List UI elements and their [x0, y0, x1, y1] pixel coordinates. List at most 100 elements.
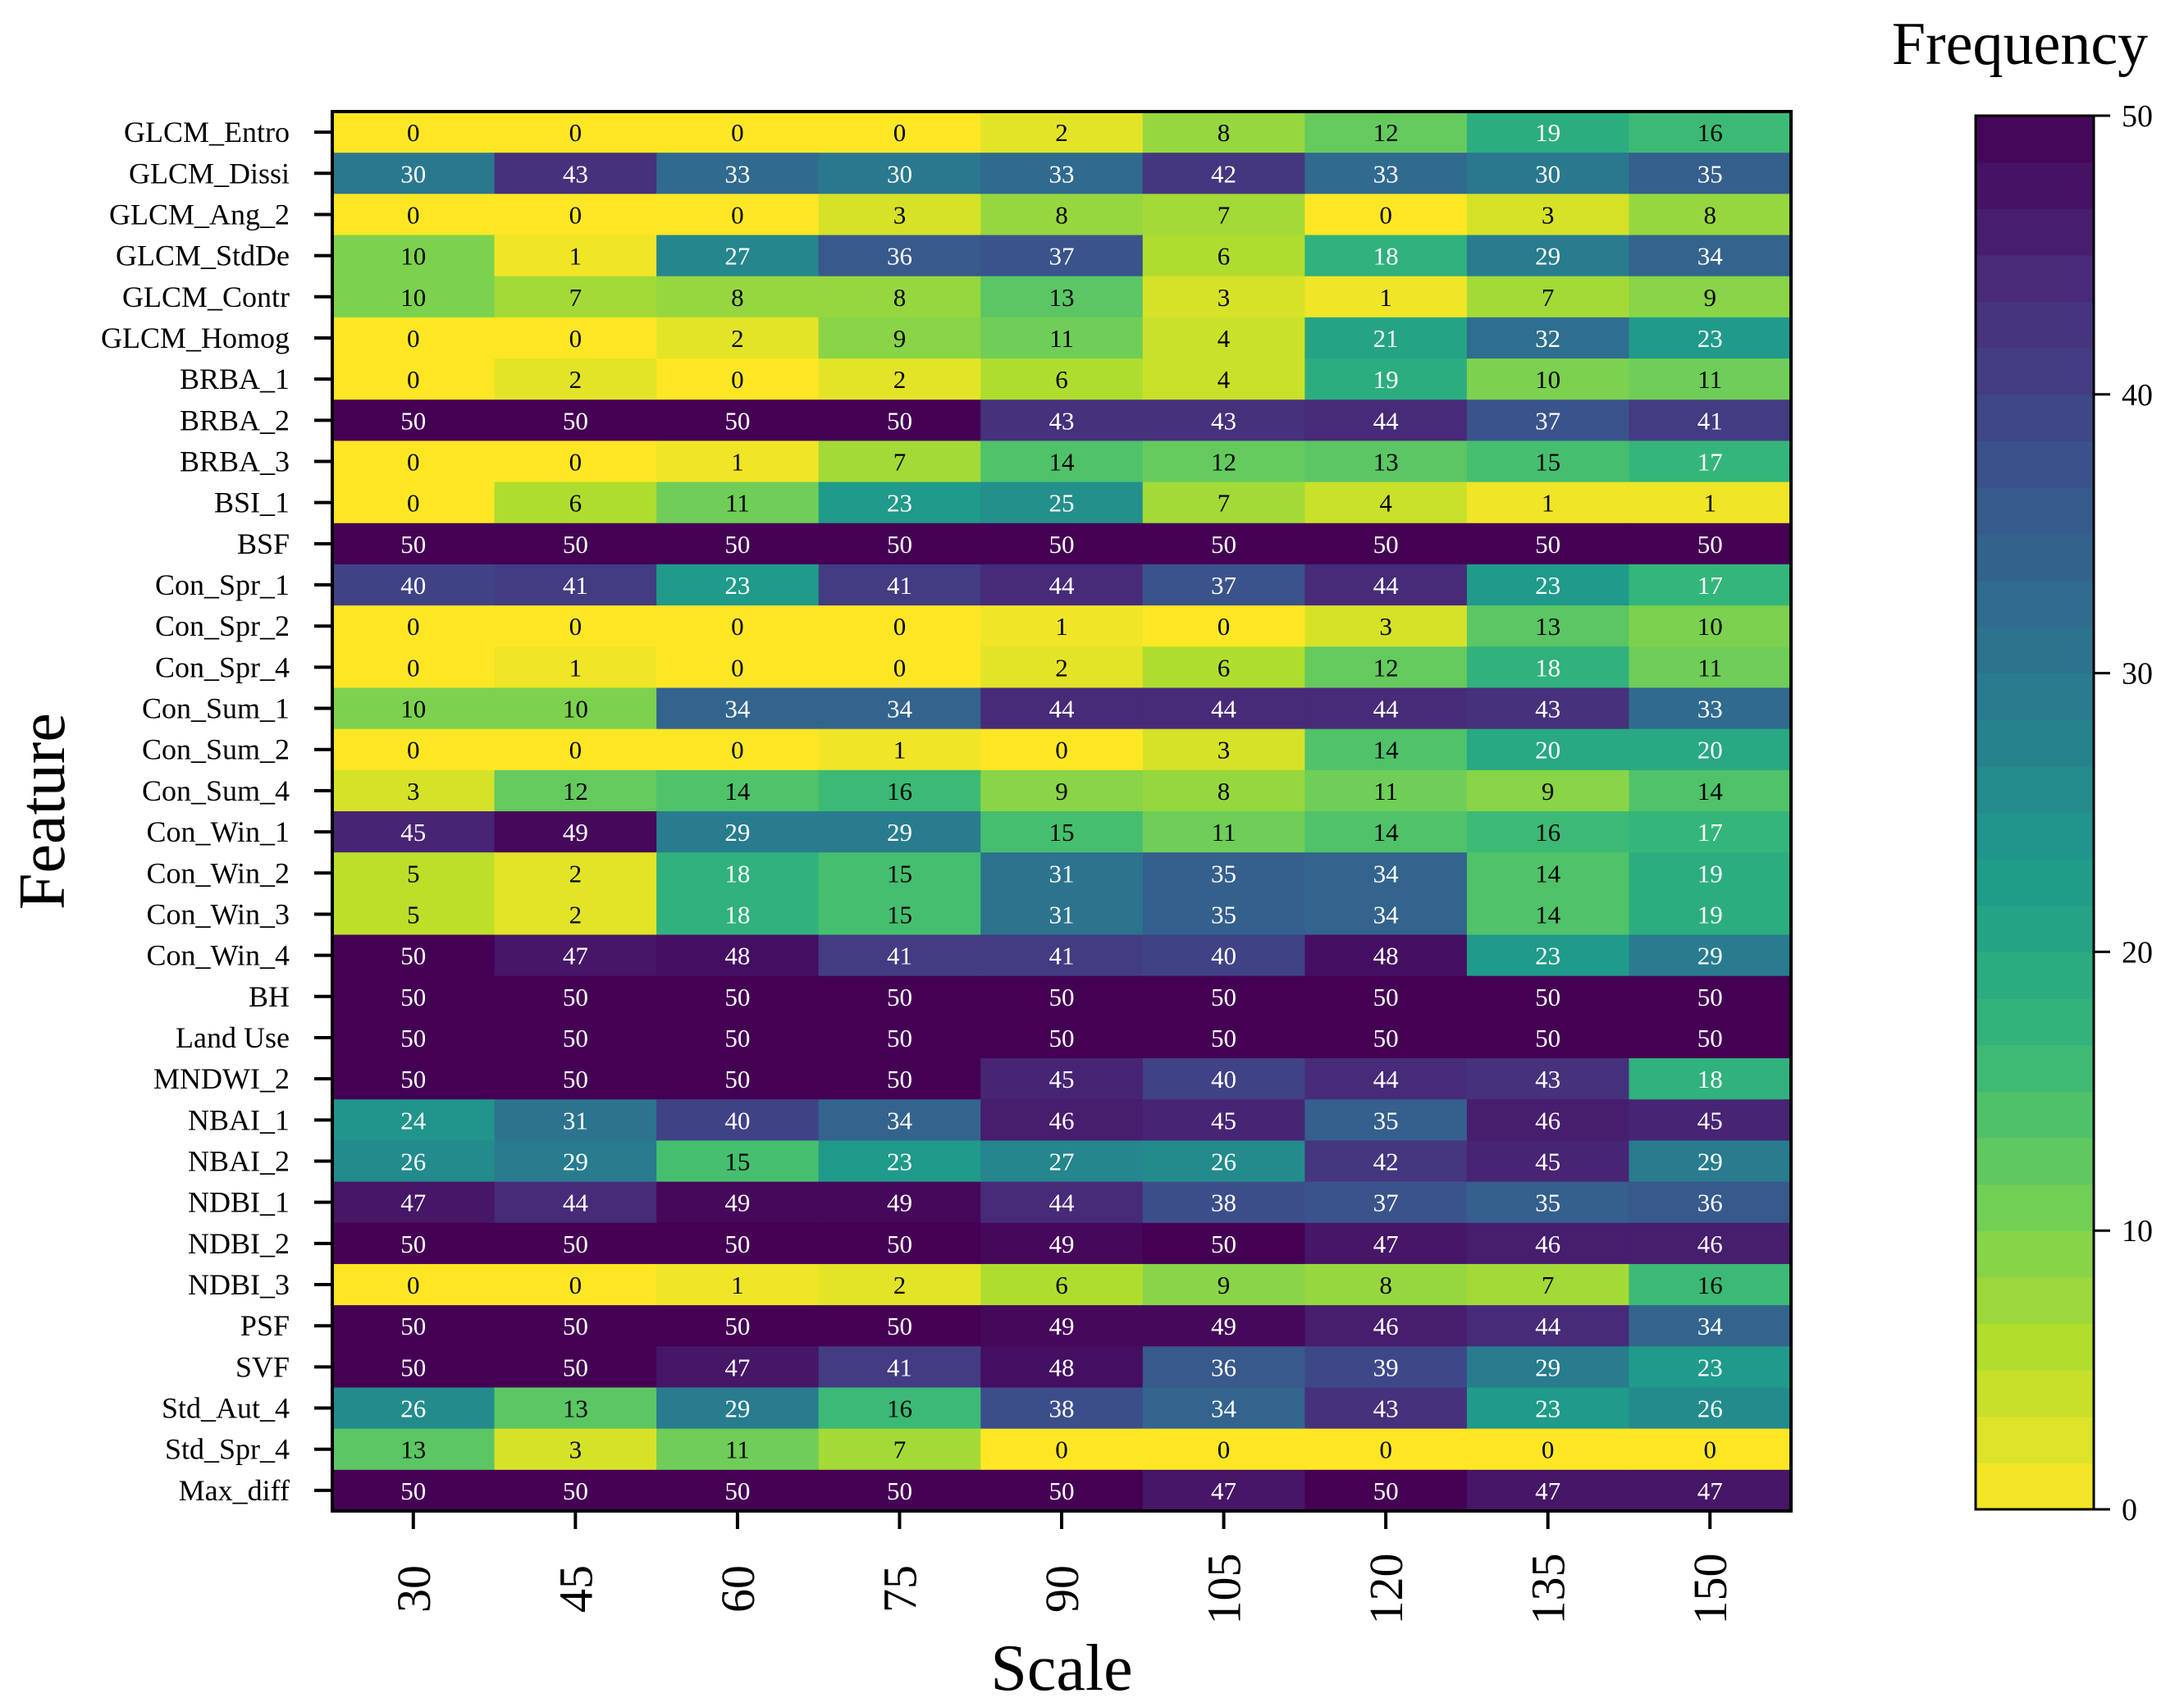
- cell-value-label: 23: [1697, 324, 1723, 353]
- heatmap-cell: [1142, 564, 1305, 606]
- cell-value-label: 0: [569, 612, 583, 641]
- heatmap-cell: [332, 523, 496, 565]
- heatmap-cell: [494, 687, 657, 730]
- heatmap-cell: [1304, 646, 1468, 689]
- colorbar-band: [1976, 440, 2094, 488]
- cell-value-label: 9: [1055, 777, 1068, 806]
- cell-value-label: 50: [1697, 530, 1723, 559]
- heatmap-cell: [818, 1469, 981, 1512]
- cell-value-label: 50: [724, 983, 750, 1011]
- heatmap-cell: [818, 564, 981, 606]
- heatmap-cell: [1466, 1346, 1630, 1389]
- heatmap-cell: [1466, 769, 1630, 812]
- heatmap-cell: [494, 317, 657, 359]
- cell-value-label: 50: [1211, 1024, 1236, 1052]
- heatmap-cell: [818, 1140, 981, 1183]
- cell-value-label: 18: [1535, 653, 1560, 682]
- heatmap-cell: [1304, 440, 1468, 483]
- heatmap-cell: [332, 605, 496, 647]
- heatmap-cell: [818, 399, 981, 442]
- cell-value-label: 6: [1218, 653, 1231, 682]
- cell-value-label: 35: [1535, 1189, 1560, 1217]
- cell-value-label: 3: [1218, 283, 1231, 312]
- heatmap-cell: [1142, 1263, 1305, 1306]
- heatmap-cell: [980, 605, 1144, 647]
- heatmap-cell: [332, 194, 496, 236]
- cell-value-label: 12: [1373, 653, 1399, 682]
- cell-value-label: 34: [724, 695, 751, 723]
- cell-value-label: 49: [724, 1189, 750, 1217]
- cell-value-label: 33: [1049, 159, 1075, 188]
- heatmap-cell: [656, 317, 820, 359]
- colorbar-band: [1976, 859, 2094, 906]
- cell-value-label: 12: [1373, 118, 1399, 147]
- cell-value-label: 23: [724, 571, 750, 600]
- cell-value-label: 1: [1379, 283, 1392, 312]
- heatmap-cell: [1466, 893, 1630, 936]
- cell-value-label: 50: [1535, 530, 1560, 559]
- colorbar-band: [1976, 1230, 2094, 1278]
- cell-value-label: 50: [400, 406, 426, 435]
- heatmap-cell: [1304, 399, 1468, 442]
- colorbar-tick-label: 50: [2122, 99, 2153, 134]
- heatmap-cell: [494, 811, 657, 853]
- heatmap-cell: [1629, 769, 1792, 812]
- heatmap-cell: [332, 1140, 496, 1183]
- heatmap-cell: [1629, 1099, 1792, 1142]
- cell-value-label: 7: [1218, 489, 1231, 518]
- cell-value-label: 23: [1535, 571, 1560, 600]
- heatmap-cell: [818, 852, 981, 894]
- cell-value-label: 2: [1055, 653, 1068, 682]
- cell-value-label: 0: [731, 736, 744, 765]
- cell-value-label: 9: [893, 324, 907, 353]
- heatmap-cell: [818, 1346, 981, 1389]
- cell-value-label: 0: [569, 448, 583, 477]
- heatmap-cell: [1304, 1346, 1468, 1389]
- cell-value-label: 50: [400, 1230, 426, 1258]
- heatmap-cell: [332, 1469, 496, 1512]
- cell-value-label: 30: [400, 159, 426, 188]
- x-tick-label: 75: [873, 1565, 926, 1613]
- cell-value-label: 2: [731, 324, 744, 353]
- heatmap-cell: [656, 1346, 820, 1389]
- heatmap-cell: [1304, 687, 1468, 730]
- y-tick-label: GLCM_Homog: [101, 322, 290, 354]
- heatmap-cell: [494, 1181, 657, 1224]
- colorbar-band: [1976, 533, 2094, 581]
- cell-value-label: 9: [1542, 777, 1555, 806]
- heatmap-cell: [980, 769, 1144, 812]
- heatmap-cell: [494, 235, 657, 277]
- cell-value-label: 1: [731, 448, 744, 477]
- cell-value-label: 34: [887, 1106, 913, 1134]
- heatmap-cell: [332, 975, 496, 1018]
- heatmap-cell: [656, 934, 820, 977]
- heatmap-cell: [1466, 1140, 1630, 1183]
- cell-value-label: 26: [1211, 1148, 1236, 1176]
- heatmap-cell: [1142, 317, 1305, 359]
- heatmap-cell: [1466, 399, 1630, 442]
- cell-value-label: 14: [1697, 777, 1724, 806]
- colorbar-tick-label: 0: [2122, 1493, 2137, 1527]
- cell-value-label: 50: [724, 1065, 750, 1093]
- colorbar-frame: [1974, 114, 2095, 1511]
- x-tick-label: 120: [1359, 1554, 1413, 1625]
- heatmap-cell: [1466, 1305, 1630, 1347]
- cell-value-label: 45: [1211, 1106, 1236, 1134]
- heatmap-cell: [1466, 153, 1630, 194]
- cell-value-label: 0: [407, 736, 420, 765]
- colorbar-tick-label: 20: [2122, 935, 2153, 970]
- heatmap-cell: [494, 1140, 657, 1183]
- heatmap-cell: [1304, 1305, 1468, 1347]
- cell-value-label: 36: [887, 242, 912, 271]
- cell-value-label: 18: [1373, 242, 1399, 271]
- y-tick-label: Land Use: [176, 1021, 290, 1054]
- cell-value-label: 45: [1697, 1106, 1723, 1134]
- cell-value-label: 50: [724, 1477, 750, 1505]
- heatmap-cell: [656, 399, 820, 442]
- heatmap-cell: [1304, 852, 1468, 894]
- heatmap-cell: [1142, 1099, 1305, 1142]
- y-tick-label: GLCM_StdDe: [116, 240, 290, 272]
- heatmap-cell: [818, 440, 981, 483]
- heatmap-cell: [1142, 687, 1305, 730]
- heatmap-cell: [980, 523, 1144, 565]
